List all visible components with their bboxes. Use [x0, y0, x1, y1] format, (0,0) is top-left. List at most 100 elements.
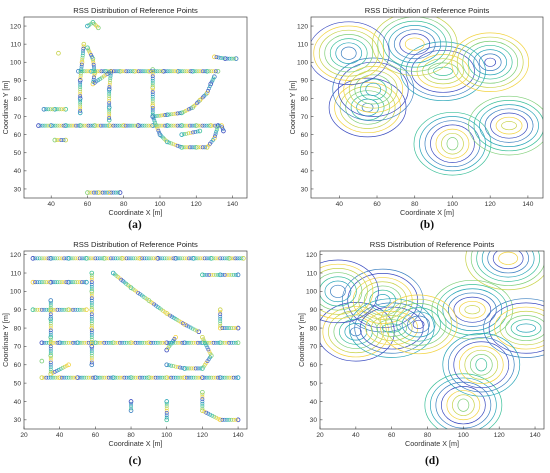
data-point [213, 132, 218, 136]
data-point [212, 74, 217, 80]
data-point [57, 256, 62, 261]
data-point [171, 340, 176, 345]
data-point [214, 415, 219, 420]
contour-line [441, 132, 464, 155]
y-tick-label: 50 [14, 380, 22, 387]
data-point [78, 108, 83, 113]
data-point [191, 366, 196, 371]
data-point [149, 69, 154, 74]
data-point [212, 414, 217, 419]
y-tick-label: 30 [301, 186, 309, 193]
data-point [55, 138, 59, 142]
data-point [108, 78, 113, 83]
data-point [162, 375, 167, 380]
contour-line [441, 385, 486, 425]
data-point [169, 112, 174, 117]
data-point [216, 416, 221, 421]
data-point [187, 256, 191, 261]
data-point [135, 375, 140, 380]
data-point [158, 256, 162, 261]
data-point [175, 69, 181, 74]
data-point [48, 312, 53, 317]
data-point [48, 375, 53, 380]
data-point [35, 307, 40, 312]
data-point [200, 397, 205, 402]
data-point [227, 417, 232, 422]
data-point [204, 272, 209, 277]
data-point [96, 190, 101, 195]
contour-line [381, 323, 402, 333]
data-point [156, 128, 161, 133]
data-point [233, 256, 238, 261]
data-point [162, 256, 167, 261]
x-axis-label: Coordinate X [m] [109, 208, 163, 217]
data-point [183, 123, 188, 128]
data-point [66, 307, 71, 313]
data-point [195, 129, 200, 134]
data-point [213, 272, 218, 277]
contour-line [404, 37, 425, 51]
data-point [192, 123, 197, 128]
data-point [78, 71, 83, 76]
data-point [220, 272, 225, 277]
data-point [235, 375, 241, 380]
data-point [90, 81, 96, 87]
data-point [123, 123, 128, 128]
contour-line [311, 21, 390, 85]
data-point [71, 280, 75, 285]
data-point [150, 87, 155, 92]
data-point [217, 375, 223, 380]
data-point [75, 307, 80, 312]
data-point [89, 349, 94, 353]
contour-line [379, 294, 458, 355]
contour-line [495, 116, 523, 135]
data-point [157, 130, 162, 135]
data-point [126, 375, 131, 380]
contour-line [359, 78, 387, 101]
data-point [106, 87, 112, 92]
data-point [94, 190, 99, 195]
contour-line [320, 302, 395, 362]
data-point [229, 56, 234, 61]
data-point [216, 256, 220, 261]
data-point [107, 94, 112, 99]
data-point [84, 307, 89, 313]
panel-caption: (b) [420, 219, 434, 231]
data-point [150, 85, 156, 90]
data-point [196, 366, 200, 371]
data-point [209, 340, 214, 345]
data-point [53, 340, 58, 345]
contour-line [341, 268, 424, 333]
contour-line [473, 100, 543, 152]
data-point [144, 256, 149, 261]
data-point [90, 54, 94, 59]
data-point [76, 69, 81, 74]
data-point [140, 340, 145, 345]
data-point [218, 321, 223, 326]
data-point [153, 375, 158, 380]
data-point [104, 340, 109, 345]
data-point [51, 307, 55, 312]
data-point [78, 94, 83, 99]
data-point [233, 375, 238, 380]
contour-line [499, 310, 544, 346]
data-point [107, 109, 112, 114]
data-point [233, 340, 238, 345]
data-point [140, 375, 145, 380]
data-point [84, 375, 89, 380]
data-point [213, 123, 217, 128]
data-point [150, 72, 155, 76]
data-point [111, 69, 116, 74]
y-tick-label: 40 [310, 399, 318, 406]
data-point [177, 123, 182, 128]
data-point [106, 256, 111, 261]
data-point [192, 69, 197, 74]
data-point [150, 74, 155, 79]
data-point [80, 307, 84, 312]
data-point [167, 112, 172, 117]
data-point [48, 123, 54, 128]
data-point [128, 399, 134, 404]
contour-line [337, 61, 409, 117]
data-point [193, 145, 199, 150]
data-point [167, 256, 171, 261]
